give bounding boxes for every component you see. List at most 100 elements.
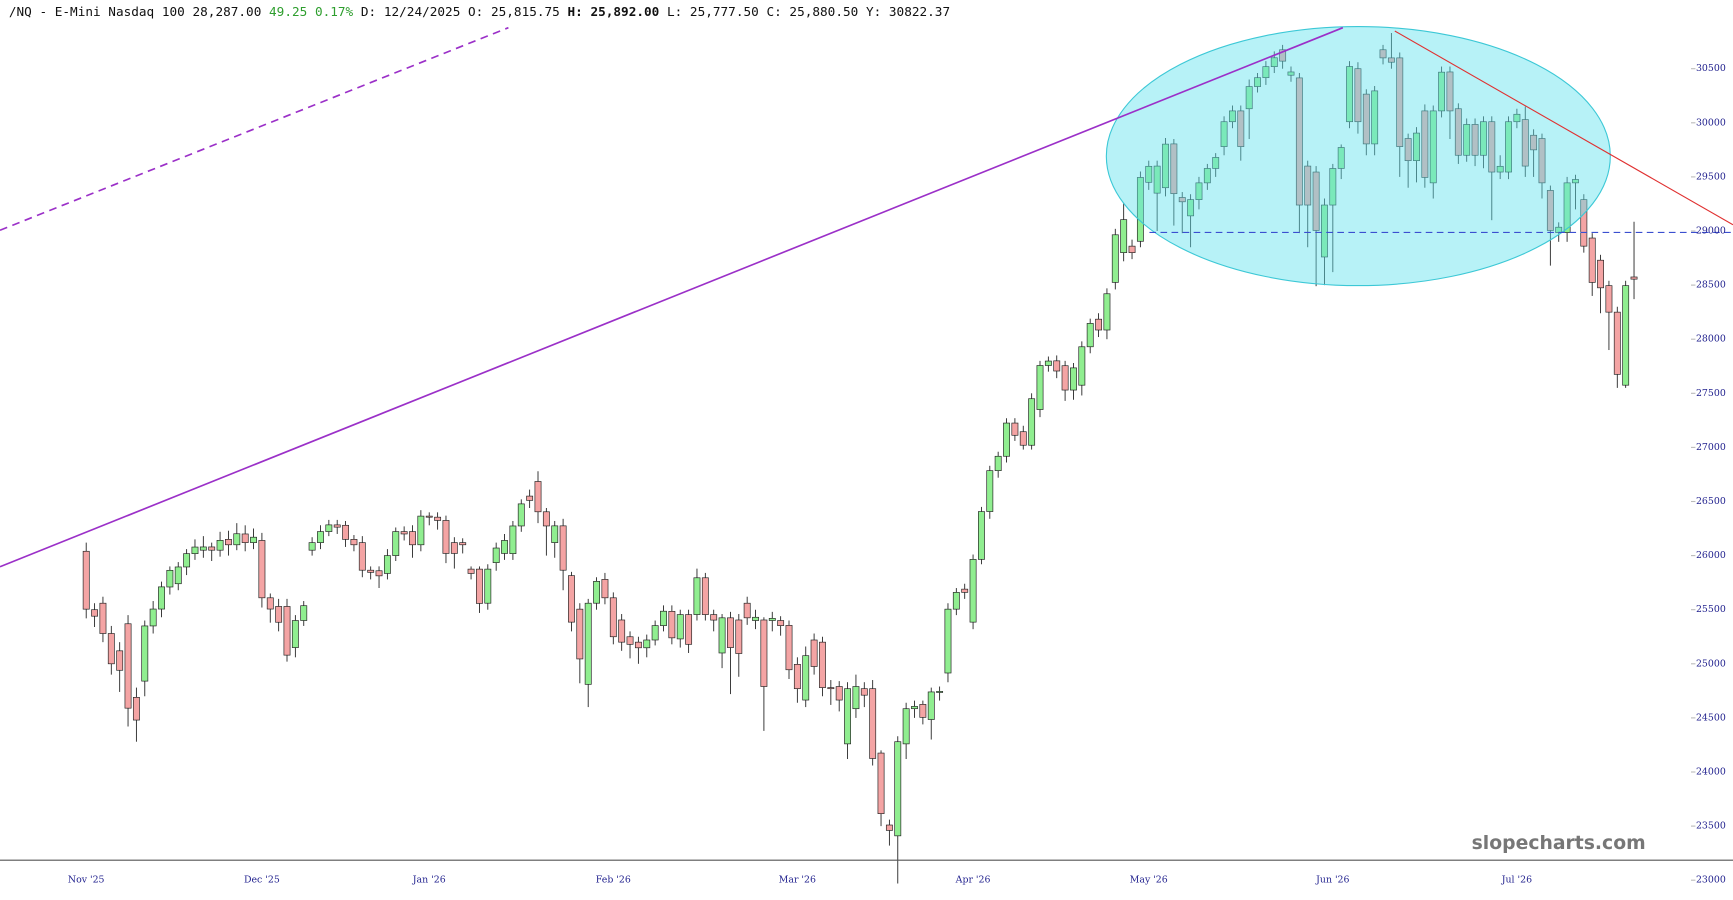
candle-body bbox=[1003, 422, 1010, 457]
candle-body bbox=[183, 553, 191, 568]
candle-body bbox=[1145, 165, 1153, 183]
candle-body bbox=[1136, 177, 1144, 242]
y-tick-label: 26000 bbox=[1696, 550, 1726, 561]
candle-body bbox=[1463, 124, 1471, 156]
candle-body bbox=[317, 531, 324, 543]
candle-body bbox=[1454, 108, 1462, 156]
candle-body bbox=[542, 511, 550, 527]
candle-body bbox=[1170, 143, 1178, 195]
candle-body bbox=[827, 687, 835, 690]
candle-body bbox=[1287, 71, 1295, 76]
y-tick-label: 24500 bbox=[1696, 712, 1726, 723]
candle-body bbox=[1070, 367, 1077, 391]
candle-body bbox=[1337, 147, 1345, 169]
candle-body bbox=[241, 533, 249, 543]
highlight-ellipse bbox=[1105, 26, 1611, 287]
candle-body bbox=[1538, 138, 1546, 184]
candle-body bbox=[693, 577, 701, 615]
candle-body bbox=[509, 525, 517, 554]
candle-body bbox=[584, 602, 592, 685]
candle-body bbox=[1262, 66, 1270, 79]
candle-body bbox=[710, 614, 718, 621]
candle-body bbox=[1195, 182, 1203, 200]
candle-body bbox=[1044, 360, 1052, 366]
candle-body bbox=[1471, 124, 1479, 156]
candle-body bbox=[1630, 276, 1638, 280]
candle-body bbox=[701, 577, 709, 615]
candle-body bbox=[417, 515, 425, 546]
candle-body bbox=[1178, 197, 1186, 203]
candle-body bbox=[961, 588, 969, 593]
candle-body bbox=[1203, 168, 1211, 184]
candle-body bbox=[651, 625, 659, 641]
resistance-line bbox=[1394, 30, 1733, 226]
candle-body bbox=[534, 481, 542, 513]
candle-body bbox=[1379, 49, 1387, 59]
candle-body bbox=[1480, 121, 1487, 156]
candle-body bbox=[1229, 110, 1236, 123]
candle-body bbox=[1580, 199, 1588, 247]
candle-body bbox=[785, 625, 793, 671]
candle-body bbox=[367, 569, 375, 573]
candle-body bbox=[233, 533, 241, 546]
candle-body bbox=[1546, 190, 1554, 231]
candle-body bbox=[743, 602, 751, 619]
axes: 23000 23500 24000 24500 25000 25500 26000 26500… bbox=[68, 63, 1726, 886]
candle-body bbox=[258, 540, 266, 599]
y-tick-label: 24000 bbox=[1696, 766, 1726, 777]
candle-body bbox=[936, 691, 944, 693]
candle-body bbox=[1404, 138, 1412, 162]
candle-body bbox=[1254, 77, 1261, 87]
candle-body bbox=[1028, 398, 1036, 446]
x-tick-label: Feb '26 bbox=[596, 875, 631, 886]
candle-body bbox=[601, 579, 609, 599]
candle-body bbox=[952, 592, 960, 610]
candle-body bbox=[885, 824, 893, 831]
candle-body bbox=[526, 495, 534, 501]
candle-body bbox=[1095, 318, 1102, 331]
candle-body bbox=[618, 619, 626, 643]
candle-body bbox=[1245, 86, 1253, 110]
candle-body bbox=[1128, 245, 1136, 253]
candle-body bbox=[1362, 93, 1370, 145]
candle-body bbox=[1153, 165, 1161, 194]
y-tick-label: 25000 bbox=[1696, 658, 1726, 669]
candle-body bbox=[1036, 365, 1044, 410]
candle-body bbox=[860, 688, 868, 696]
candle-body bbox=[1061, 365, 1069, 391]
x-tick-label: Jun '26 bbox=[1315, 875, 1349, 886]
candle-body bbox=[400, 531, 408, 535]
candle-body bbox=[149, 608, 157, 627]
low: L: 25,777.50 bbox=[667, 4, 759, 19]
candle-body bbox=[1120, 219, 1128, 253]
candle-body bbox=[1413, 132, 1420, 162]
y-tick-label: 28500 bbox=[1696, 280, 1726, 291]
candle-body bbox=[643, 639, 651, 649]
candle-body bbox=[1279, 49, 1287, 62]
candle-body bbox=[1597, 259, 1604, 289]
candle-body bbox=[1396, 57, 1404, 147]
candle-body bbox=[1103, 293, 1111, 331]
candles bbox=[82, 33, 1638, 884]
header: /NQ - E-Mini Nasdaq 100 28,287.00 49.25 … bbox=[9, 4, 950, 19]
candle-body bbox=[1237, 110, 1245, 147]
candle-body bbox=[1613, 311, 1621, 375]
candle-body bbox=[1295, 77, 1303, 206]
candle-body bbox=[266, 597, 274, 610]
candle-body bbox=[1421, 110, 1429, 178]
candle-body bbox=[132, 697, 140, 721]
candle-body bbox=[1488, 121, 1496, 173]
candle-body bbox=[409, 531, 416, 546]
candle-body bbox=[793, 664, 801, 690]
candle-body bbox=[325, 524, 333, 532]
candle-body bbox=[559, 525, 567, 571]
y-tick-label: 30000 bbox=[1696, 117, 1726, 128]
candle-body bbox=[375, 570, 383, 577]
x-tick-label: Nov '25 bbox=[68, 875, 105, 886]
candle-body bbox=[668, 610, 676, 639]
candle-body bbox=[969, 559, 977, 623]
candle-body bbox=[752, 616, 759, 621]
y-tick-label: 28000 bbox=[1696, 334, 1726, 345]
candle-body bbox=[718, 617, 726, 654]
